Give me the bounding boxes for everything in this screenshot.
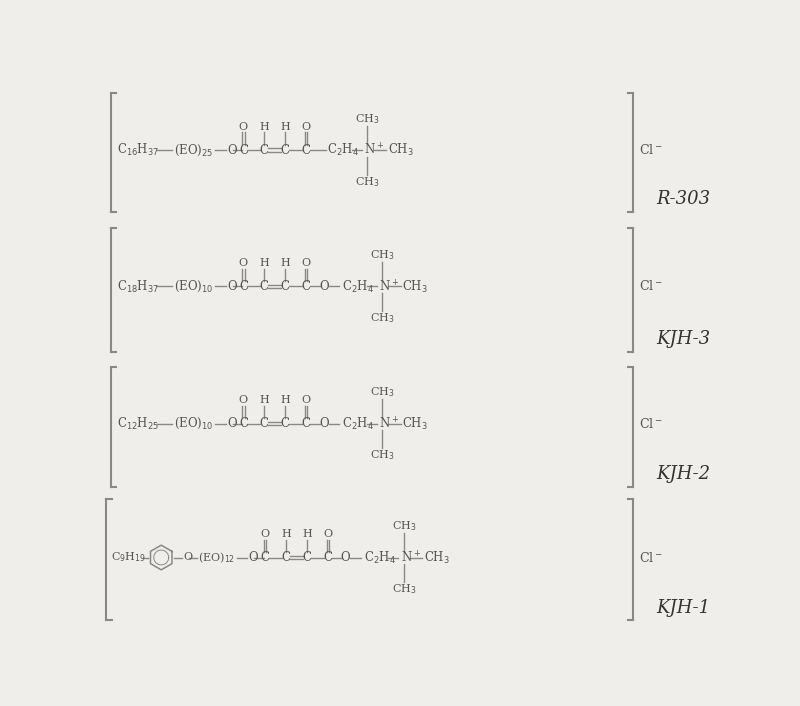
Text: C: C	[323, 551, 332, 564]
Text: CH$_3$: CH$_3$	[391, 519, 416, 533]
Text: C$_2$H$_4$: C$_2$H$_4$	[342, 415, 374, 431]
Text: CH$_3$: CH$_3$	[355, 175, 380, 189]
Text: Cl$^-$: Cl$^-$	[639, 280, 663, 294]
Text: C$_2$H$_4$: C$_2$H$_4$	[363, 549, 395, 566]
Text: C: C	[281, 280, 290, 293]
Text: C$_{18}$H$_{37}$: C$_{18}$H$_{37}$	[117, 278, 159, 294]
Text: CH$_3$: CH$_3$	[402, 415, 428, 431]
Text: O: O	[239, 122, 248, 132]
Text: C: C	[302, 280, 310, 293]
Text: C: C	[281, 417, 290, 430]
Text: KJH-1: KJH-1	[657, 599, 710, 617]
Text: O: O	[341, 551, 350, 564]
Text: CH$_3$: CH$_3$	[370, 385, 394, 399]
Text: C$_{12}$H$_{25}$: C$_{12}$H$_{25}$	[117, 415, 159, 431]
Text: CH$_3$: CH$_3$	[387, 142, 414, 158]
Text: H: H	[280, 122, 290, 132]
Text: O: O	[239, 258, 248, 268]
Text: N$^+$: N$^+$	[379, 279, 399, 294]
Text: H: H	[259, 258, 269, 268]
Text: R-303: R-303	[657, 190, 710, 208]
Text: O: O	[302, 395, 310, 405]
Text: H: H	[280, 258, 290, 268]
Text: H: H	[259, 395, 269, 405]
Text: O: O	[319, 280, 329, 293]
Text: C: C	[260, 417, 269, 430]
Text: H: H	[280, 395, 290, 405]
Text: C: C	[239, 143, 248, 157]
Text: C: C	[239, 280, 248, 293]
Text: CH$_3$: CH$_3$	[402, 278, 428, 294]
Text: O: O	[249, 551, 258, 564]
Text: O: O	[227, 280, 237, 293]
Text: O: O	[319, 417, 329, 430]
Text: H: H	[281, 530, 291, 539]
Text: CH$_3$: CH$_3$	[370, 311, 394, 325]
Text: Cl$^-$: Cl$^-$	[639, 143, 663, 157]
Text: CH$_3$: CH$_3$	[370, 248, 394, 262]
Text: (EO)$_{10}$: (EO)$_{10}$	[174, 279, 213, 294]
Text: KJH-2: KJH-2	[657, 465, 710, 483]
Text: C: C	[261, 551, 270, 564]
Text: N$^+$: N$^+$	[401, 550, 421, 565]
Text: O: O	[302, 258, 310, 268]
Text: Cl$^-$: Cl$^-$	[639, 417, 663, 431]
Text: C$_9$H$_{19}$: C$_9$H$_{19}$	[111, 551, 146, 564]
Text: CH$_3$: CH$_3$	[391, 582, 416, 596]
Text: KJH-3: KJH-3	[657, 330, 710, 348]
Text: C: C	[282, 551, 290, 564]
Text: C: C	[302, 551, 311, 564]
Text: C$_2$H$_4$: C$_2$H$_4$	[342, 278, 374, 294]
Text: O: O	[323, 530, 333, 539]
Text: O: O	[302, 122, 310, 132]
Text: C: C	[239, 417, 248, 430]
Text: H: H	[302, 530, 312, 539]
Text: C: C	[281, 143, 290, 157]
Text: C$_2$H$_4$: C$_2$H$_4$	[327, 142, 359, 158]
Text: (EO)$_{25}$: (EO)$_{25}$	[174, 143, 213, 157]
Text: CH$_3$: CH$_3$	[370, 448, 394, 462]
Text: O: O	[184, 553, 193, 563]
Text: CH$_3$: CH$_3$	[355, 112, 380, 126]
Text: O: O	[239, 395, 248, 405]
Text: N$^+$: N$^+$	[379, 416, 399, 431]
Text: Cl$^-$: Cl$^-$	[639, 551, 663, 565]
Text: (EO)$_{12}$: (EO)$_{12}$	[198, 550, 235, 565]
Text: CH$_3$: CH$_3$	[424, 549, 450, 566]
Text: O: O	[227, 417, 237, 430]
Text: O: O	[227, 143, 237, 157]
Text: C$_{16}$H$_{37}$: C$_{16}$H$_{37}$	[117, 142, 159, 158]
Text: C: C	[260, 280, 269, 293]
Text: C: C	[302, 417, 310, 430]
Text: N$^+$: N$^+$	[364, 143, 384, 158]
Text: O: O	[261, 530, 270, 539]
Text: H: H	[259, 122, 269, 132]
Text: (EO)$_{10}$: (EO)$_{10}$	[174, 416, 213, 431]
Text: C: C	[302, 143, 310, 157]
Text: C: C	[260, 143, 269, 157]
